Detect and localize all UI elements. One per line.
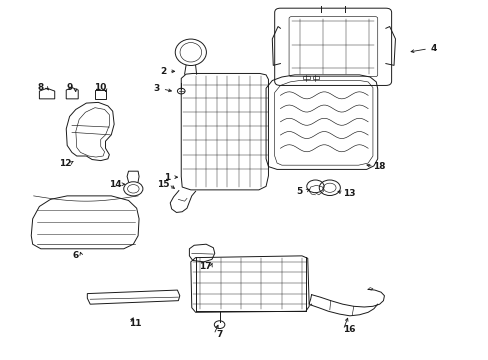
- Text: 14: 14: [108, 180, 121, 189]
- Text: 18: 18: [373, 162, 385, 171]
- Bar: [303, 76, 309, 80]
- Text: 1: 1: [163, 173, 170, 182]
- Text: 6: 6: [73, 251, 79, 260]
- Text: 10: 10: [93, 83, 106, 92]
- Text: 13: 13: [342, 189, 354, 198]
- Text: 2: 2: [160, 67, 166, 76]
- Text: 5: 5: [296, 187, 302, 196]
- Bar: [312, 76, 319, 80]
- Text: 17: 17: [199, 262, 211, 271]
- Text: 4: 4: [430, 44, 436, 53]
- Text: 7: 7: [216, 330, 223, 339]
- Text: 16: 16: [342, 325, 354, 334]
- Text: 8: 8: [38, 83, 44, 92]
- Text: 9: 9: [66, 83, 73, 92]
- Text: 12: 12: [59, 158, 71, 167]
- Text: 3: 3: [153, 85, 160, 94]
- Text: 15: 15: [157, 180, 169, 189]
- Text: 11: 11: [129, 319, 141, 328]
